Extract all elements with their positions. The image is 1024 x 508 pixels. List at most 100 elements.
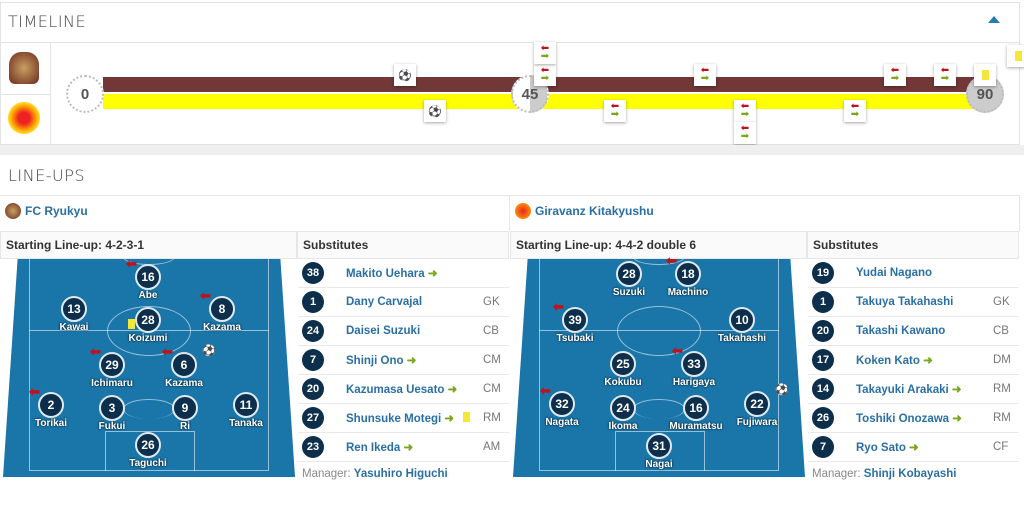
- player-marker[interactable]: 26 Taguchi: [108, 432, 188, 469]
- sub-row: 23 Ren Ikeda ➜ AM: [298, 433, 509, 462]
- divider: [0, 195, 1020, 196]
- divider: [50, 42, 51, 144]
- sub-name-link[interactable]: Daisei Suzuki: [346, 325, 421, 337]
- player-marker[interactable]: 33 Harigaya ⬅: [654, 343, 734, 388]
- triangle-up-icon[interactable]: [988, 16, 1000, 23]
- home-event-yellow-card[interactable]: [1007, 45, 1024, 67]
- player-marker[interactable]: 3 Fukui: [72, 395, 152, 432]
- player-marker[interactable]: 31 Nagai: [619, 433, 699, 470]
- player-number: 16: [683, 395, 709, 421]
- sub-name-link[interactable]: Makito Uehara: [346, 268, 425, 280]
- sub-name-link[interactable]: Koken Kato: [856, 355, 920, 367]
- sub-name-link[interactable]: Takuya Takahashi: [856, 296, 954, 308]
- sub-name-link[interactable]: Toshiki Onozawa: [856, 413, 950, 425]
- sub-row: 26 Toshiki Onozawa ➜ RM: [808, 404, 1019, 433]
- sub-number: 27: [302, 407, 324, 429]
- home-team-name-link[interactable]: FC Ryukyu: [5, 203, 504, 219]
- substitution-out-icon: ⬅: [29, 384, 40, 399]
- away-event-substitution[interactable]: ⬅ ➡: [734, 100, 756, 122]
- sub-name-link[interactable]: Shunsuke Motegi: [346, 413, 442, 425]
- timeline-panel: [0, 2, 1020, 145]
- player-number: 9: [172, 395, 198, 421]
- player-number: 28: [135, 307, 161, 333]
- sub-number: 19: [812, 262, 834, 284]
- player-number: 31: [646, 433, 672, 459]
- player-number: 32: [549, 391, 575, 417]
- player-marker[interactable]: 29 Ichimaru ⬅: [72, 344, 152, 389]
- player-marker[interactable]: 22 Fujiwara ⚽: [717, 384, 797, 428]
- player-marker[interactable]: 10 Takahashi: [702, 307, 782, 344]
- sub-row: 1 Dany Carvajal GK: [298, 288, 509, 317]
- player-name: Kawai: [59, 322, 89, 333]
- sub-position: CB: [993, 325, 1009, 337]
- home-event-substitution[interactable]: ⬅ ➡: [534, 42, 556, 64]
- player-marker[interactable]: 8 Kazama ⬅: [182, 288, 262, 333]
- manager-name-link[interactable]: Yasuhiro Higuchi: [353, 468, 448, 480]
- player-marker[interactable]: 13 Kawai: [34, 296, 114, 333]
- sub-row: 20 Kazumasa Uesato ➜ CM: [298, 375, 509, 404]
- player-number: 2: [38, 392, 64, 418]
- sub-row: 27 Shunsuke Motegi ➜ RM: [298, 404, 509, 433]
- home-event-substitution[interactable]: ⬅ ➡: [534, 64, 556, 86]
- player-marker[interactable]: 11 Tanaka: [206, 392, 286, 429]
- sub-name-link[interactable]: Kazumasa Uesato: [346, 384, 445, 396]
- substitution-out-icon: ⬅: [553, 299, 564, 314]
- home-event-yellow-card[interactable]: [974, 64, 996, 86]
- substitution-out-icon: ⬅: [162, 344, 173, 359]
- home-event-substitution[interactable]: ⬅ ➡: [884, 64, 906, 86]
- player-marker[interactable]: 25 Kokubu: [583, 351, 663, 388]
- sub-name-link[interactable]: Ren Ikeda: [346, 442, 401, 454]
- center-circle: [107, 306, 191, 356]
- sub-position: CM: [483, 383, 501, 395]
- substitution-icon: ⬅ ➡: [940, 65, 950, 84]
- player-marker[interactable]: 16 Muramatsu: [656, 395, 736, 432]
- sub-name-link[interactable]: Shinji Ono: [346, 355, 404, 367]
- home-formation-header: Starting Line-up: 4-2-3-1: [0, 231, 297, 259]
- sub-name-link[interactable]: Takayuki Arakaki: [856, 384, 949, 396]
- sub-number: 1: [812, 291, 834, 313]
- sub-number: 7: [812, 436, 834, 458]
- substitution-in-icon: ➜: [447, 384, 458, 396]
- ball-icon: ⚽: [398, 69, 412, 82]
- player-number: 13: [61, 296, 87, 322]
- player-number: 3: [99, 395, 125, 421]
- player-marker[interactable]: 28 Koizumi: [108, 307, 188, 344]
- player-name: Torikai: [34, 418, 68, 429]
- substitution-out-icon: ⬅: [672, 343, 683, 358]
- player-marker[interactable]: 6 Kazama ⬅ ⚽: [144, 344, 224, 389]
- player-marker[interactable]: 24 Ikoma: [583, 395, 663, 432]
- away-event-substitution[interactable]: ⬅ ➡: [844, 100, 866, 122]
- timeline-title: TIMELINE: [8, 12, 87, 31]
- manager-row: Manager: Shinji Kobayashi: [812, 468, 957, 480]
- player-number: 6: [171, 352, 197, 378]
- player-marker[interactable]: 28 Suzuki: [589, 261, 669, 298]
- player-marker[interactable]: 2 Torikai ⬅: [11, 384, 91, 429]
- sub-name-link[interactable]: Takashi Kawano: [856, 325, 946, 337]
- away-team-logo: [8, 102, 40, 134]
- center-circle: [617, 306, 701, 356]
- player-name: Suzuki: [612, 287, 646, 298]
- penalty-box: [615, 431, 705, 471]
- away-event-goal[interactable]: ⚽: [424, 100, 446, 122]
- pitch-lines: [29, 259, 269, 471]
- home-event-substitution[interactable]: ⬅ ➡: [934, 64, 956, 86]
- sub-number: 14: [812, 378, 834, 400]
- player-number: 29: [99, 352, 125, 378]
- player-marker[interactable]: 39 Tsubaki ⬅: [535, 299, 615, 344]
- player-marker[interactable]: 18 Machino ⬅: [648, 253, 728, 298]
- home-event-goal[interactable]: ⚽: [394, 64, 416, 86]
- substitution-in-icon: ➜: [406, 355, 417, 367]
- sub-name-link[interactable]: Yudai Nagano: [856, 267, 933, 279]
- player-marker[interactable]: 32 Nagata ⬅: [522, 383, 602, 428]
- away-event-substitution[interactable]: ⬅ ➡: [734, 122, 756, 144]
- player-marker[interactable]: 16 Abe ⬅: [108, 256, 188, 301]
- ball-icon: ⚽: [428, 105, 442, 118]
- sub-name-link[interactable]: Dany Carvajal: [346, 296, 423, 308]
- player-number: 39: [562, 307, 588, 333]
- home-event-substitution[interactable]: ⬅ ➡: [694, 64, 716, 86]
- sub-name-link[interactable]: Ryo Sato: [856, 442, 906, 454]
- away-event-substitution[interactable]: ⬅ ➡: [604, 100, 626, 122]
- player-marker[interactable]: 9 Ri: [145, 395, 225, 432]
- away-team-name-link[interactable]: Giravanz Kitakyushu: [515, 203, 1014, 219]
- manager-name-link[interactable]: Shinji Kobayashi: [863, 468, 957, 480]
